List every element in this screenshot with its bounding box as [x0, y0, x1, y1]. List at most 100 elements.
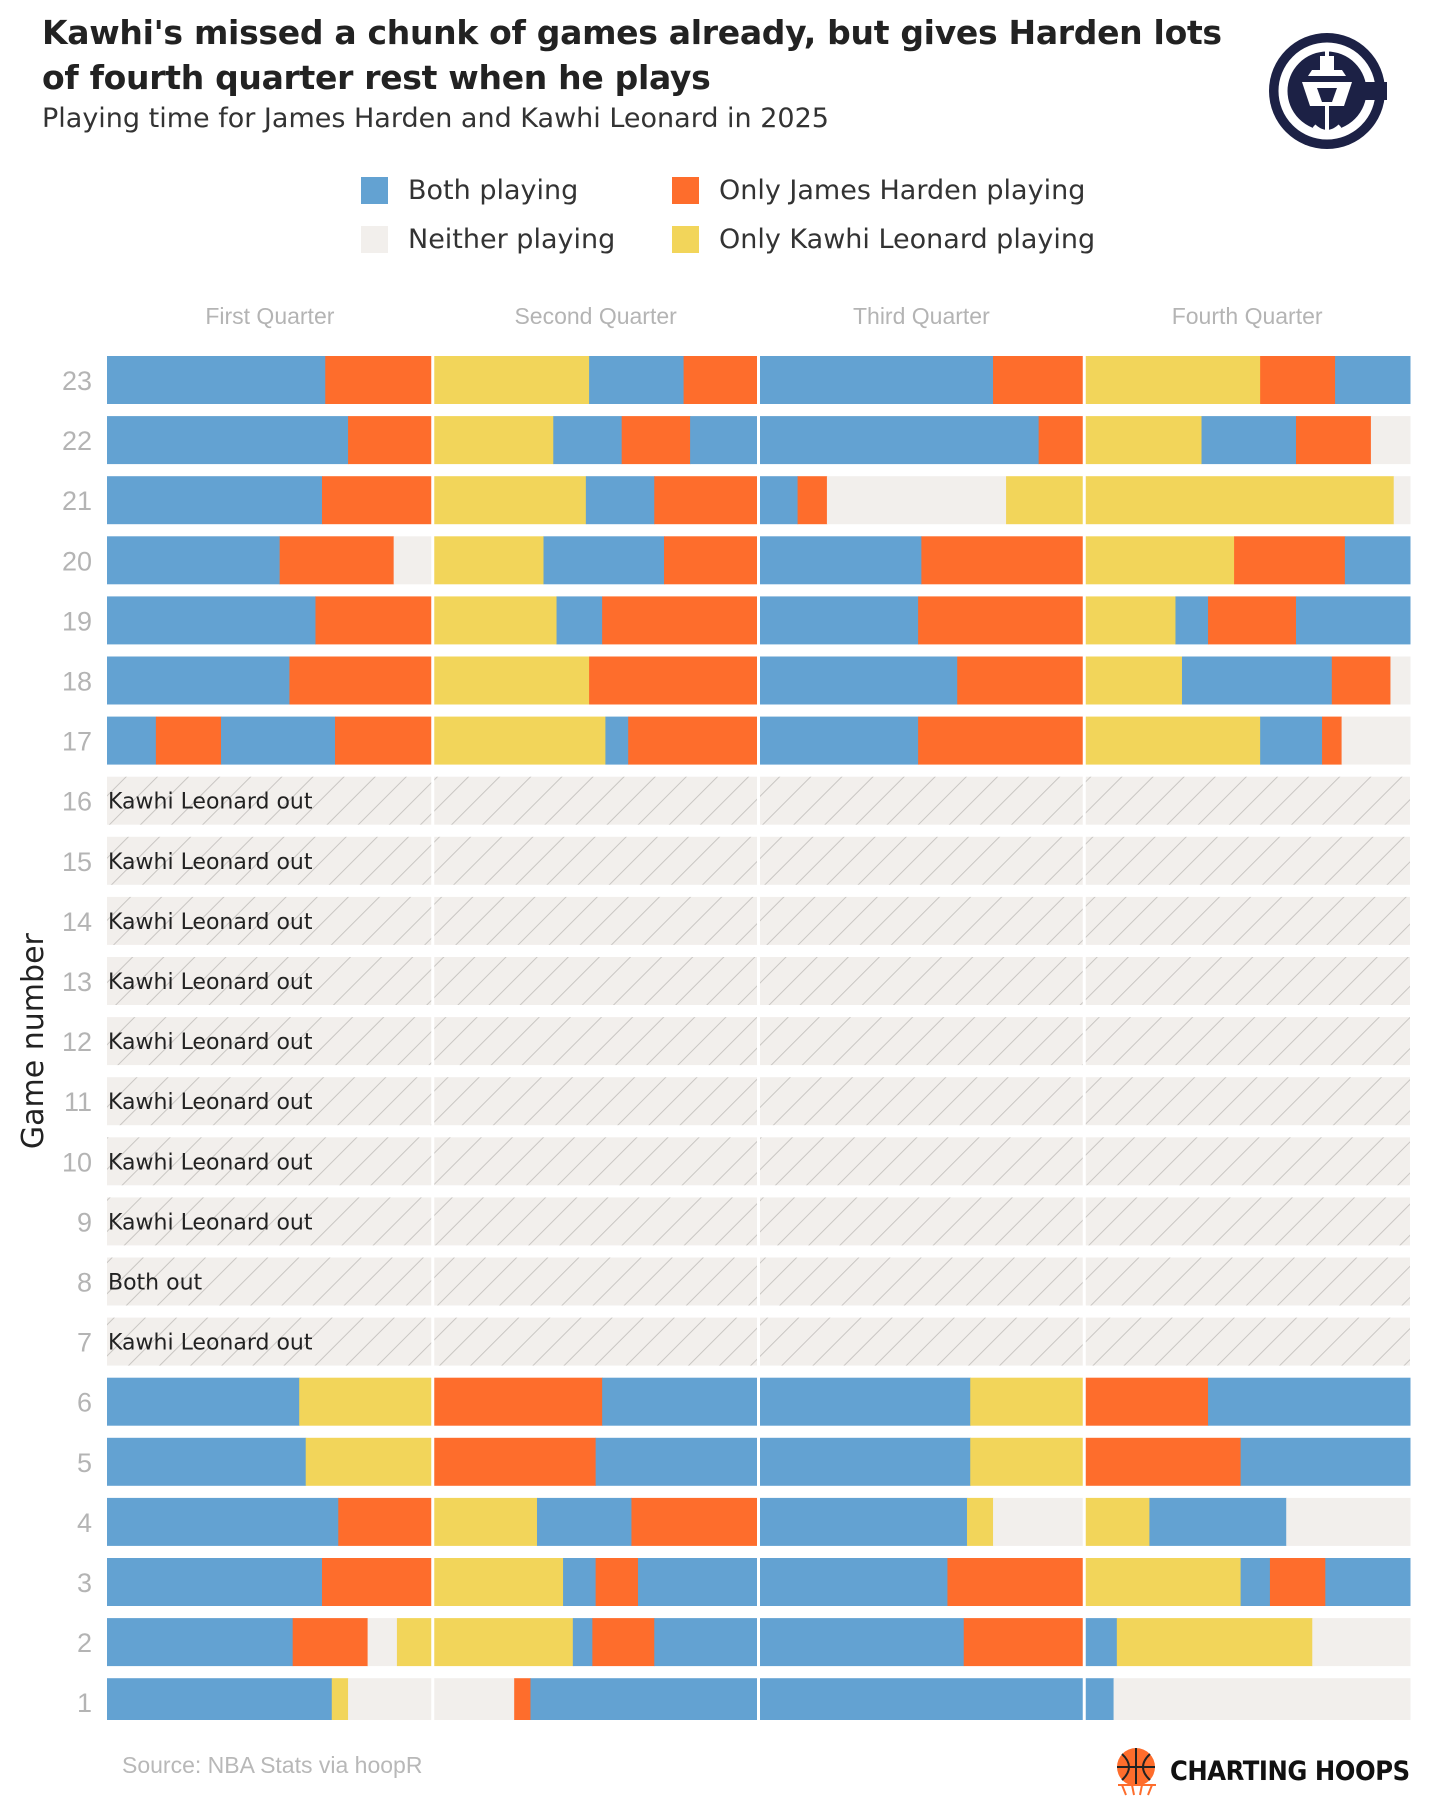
- game-19-q4-seg-4-both: [1295, 596, 1411, 645]
- game-label-4: 4: [77, 1508, 92, 1538]
- game-4-q4-seg-1-kawhi: [1084, 1497, 1150, 1546]
- game-2-q4-seg-3-neither: [1312, 1618, 1411, 1667]
- game-22-q1-seg-1-both: [107, 416, 349, 465]
- game-23-q4-seg-2-harden: [1260, 356, 1336, 404]
- game-label-3: 3: [77, 1568, 92, 1598]
- game-label-5: 5: [77, 1448, 92, 1478]
- game-22-q3-seg-2-harden: [1038, 416, 1085, 465]
- game-4-q2-seg-2-both: [536, 1497, 632, 1546]
- game-22-q4-seg-4-neither: [1370, 416, 1411, 465]
- game-6-q3-seg-1-both: [758, 1377, 971, 1426]
- game-20-q3-seg-1-both: [758, 536, 922, 585]
- legend-swatch-neither: [361, 225, 388, 253]
- game-19-q2-seg-1-kawhi: [432, 596, 558, 645]
- game-21-q3-seg-2-harden: [797, 476, 828, 525]
- game-22-q2-seg-1-kawhi: [432, 416, 554, 465]
- game-9-note: Kawhi Leonard out: [108, 1210, 313, 1235]
- game-19-q1-seg-1-both: [107, 596, 316, 645]
- game-19-q4-seg-2-both: [1175, 596, 1209, 645]
- quarter-header-2: Second Quarter: [514, 303, 677, 329]
- game-16-note: Kawhi Leonard out: [108, 790, 313, 815]
- game-23-q4-seg-1-kawhi: [1084, 356, 1261, 404]
- game-label-13: 13: [62, 967, 92, 997]
- game-2-q4-seg-2-kawhi: [1116, 1618, 1313, 1667]
- legend-label-neither: Neither playing: [408, 223, 616, 255]
- game-22-q2-seg-3-harden: [621, 416, 691, 465]
- game-5-q2-seg-1-harden: [432, 1437, 597, 1486]
- game-label-14: 14: [62, 907, 92, 937]
- game-3-q3-seg-1-both: [758, 1558, 948, 1606]
- chart-subtitle: Playing time for James Harden and Kawhi …: [42, 103, 829, 134]
- game-1-q2-seg-3-both: [530, 1678, 759, 1720]
- game-label-20: 20: [62, 546, 92, 576]
- game-19-q2-seg-2-both: [556, 596, 603, 645]
- game-3-q3-seg-2-harden: [947, 1558, 1085, 1606]
- game-20-q2-seg-1-kawhi: [432, 536, 545, 585]
- game-19-q4-seg-3-harden: [1208, 596, 1297, 645]
- game-4-q2-seg-3-harden: [631, 1497, 759, 1546]
- game-6-q3-seg-2-kawhi: [970, 1377, 1085, 1426]
- game-18-q2-seg-2-harden: [589, 656, 759, 705]
- legend-label-both: Both playing: [408, 174, 579, 206]
- game-5-q3-seg-2-kawhi: [970, 1437, 1085, 1486]
- game-label-2: 2: [77, 1628, 92, 1658]
- game-5-q4-seg-2-both: [1240, 1437, 1411, 1486]
- game-22-q4-seg-3-harden: [1295, 416, 1372, 465]
- game-3-q4-seg-3-harden: [1269, 1558, 1326, 1606]
- game-22-q4-seg-1-kawhi: [1084, 416, 1203, 465]
- legend-swatch-kawhi: [672, 225, 699, 253]
- game-19-q2-seg-3-harden: [602, 596, 759, 645]
- brand-logo: CHARTING HOOPS: [1112, 1745, 1436, 1797]
- game-3-q4-seg-2-both: [1240, 1558, 1271, 1606]
- game-label-11: 11: [64, 1087, 92, 1117]
- game-2-q1-seg-4-kawhi: [396, 1618, 434, 1667]
- game-17-q3-seg-2-harden: [918, 716, 1085, 765]
- game-23-q4-seg-3-both: [1335, 356, 1411, 404]
- game-23-q3-seg-2-harden: [993, 356, 1085, 404]
- game-4-q3-seg-2-kawhi: [966, 1497, 994, 1546]
- game-17-q3-seg-1-both: [758, 716, 919, 765]
- quarter-header-3: Third Quarter: [853, 303, 990, 329]
- game-2-q2-seg-1-kawhi: [432, 1618, 574, 1667]
- game-4-q3-seg-3-neither: [993, 1497, 1085, 1546]
- game-3-q2-seg-1-kawhi: [432, 1558, 564, 1606]
- game-22-q3-seg-1-both: [758, 416, 1040, 465]
- playing-time-chart: First Quarter Second Quarter Third Quarter…: [16, 303, 1411, 1720]
- game-label-17: 17: [62, 727, 92, 757]
- game-4-q3-seg-1-both: [758, 1497, 968, 1546]
- game-label-6: 6: [77, 1388, 92, 1418]
- game-label-19: 19: [62, 606, 92, 636]
- game-22-q2-seg-2-both: [553, 416, 623, 465]
- game-18-q3-seg-1-both: [758, 656, 958, 705]
- game-5-q2-seg-2-both: [595, 1437, 759, 1486]
- team-logo-icon: [1269, 33, 1387, 149]
- game-12-note: Kawhi Leonard out: [108, 1030, 313, 1055]
- game-6-q2-seg-1-harden: [432, 1377, 603, 1426]
- quarter-header-1: First Quarter: [205, 303, 334, 329]
- game-2-q2-seg-3-harden: [592, 1618, 655, 1667]
- game-label-8: 8: [77, 1268, 92, 1298]
- game-23-q1-seg-2-harden: [325, 356, 434, 404]
- game-10-note: Kawhi Leonard out: [108, 1150, 313, 1175]
- game-20-q2-seg-3-harden: [664, 536, 759, 585]
- game-1-q1-seg-1-both: [107, 1678, 333, 1720]
- game-15-note: Kawhi Leonard out: [108, 850, 313, 875]
- game-22-q4-seg-2-both: [1201, 416, 1297, 465]
- game-20-q1-seg-2-harden: [279, 536, 395, 585]
- game-1-q1-seg-2-kawhi: [331, 1678, 349, 1720]
- game-19-q3-seg-2-harden: [918, 596, 1085, 645]
- game-1-q2-seg-1-neither: [432, 1678, 515, 1720]
- game-18-q4-seg-3-harden: [1331, 656, 1391, 705]
- game-20-q4-seg-2-harden: [1234, 536, 1346, 585]
- game-6-q1-seg-1-both: [107, 1377, 300, 1426]
- game-4-q1-seg-1-both: [107, 1497, 339, 1546]
- game-20-q2-seg-2-both: [543, 536, 665, 585]
- legend-item-neither: Neither playing: [361, 219, 615, 259]
- game-5-q1-seg-2-kawhi: [305, 1437, 434, 1486]
- game-21-q2-seg-3-harden: [654, 476, 759, 525]
- game-18-q2-seg-1-kawhi: [432, 656, 590, 705]
- legend-item-both: Both playing: [361, 170, 578, 210]
- game-19-q1-seg-2-harden: [315, 596, 434, 645]
- game-8-note: Both out: [108, 1271, 203, 1296]
- game-21-q3-seg-1-both: [758, 476, 799, 525]
